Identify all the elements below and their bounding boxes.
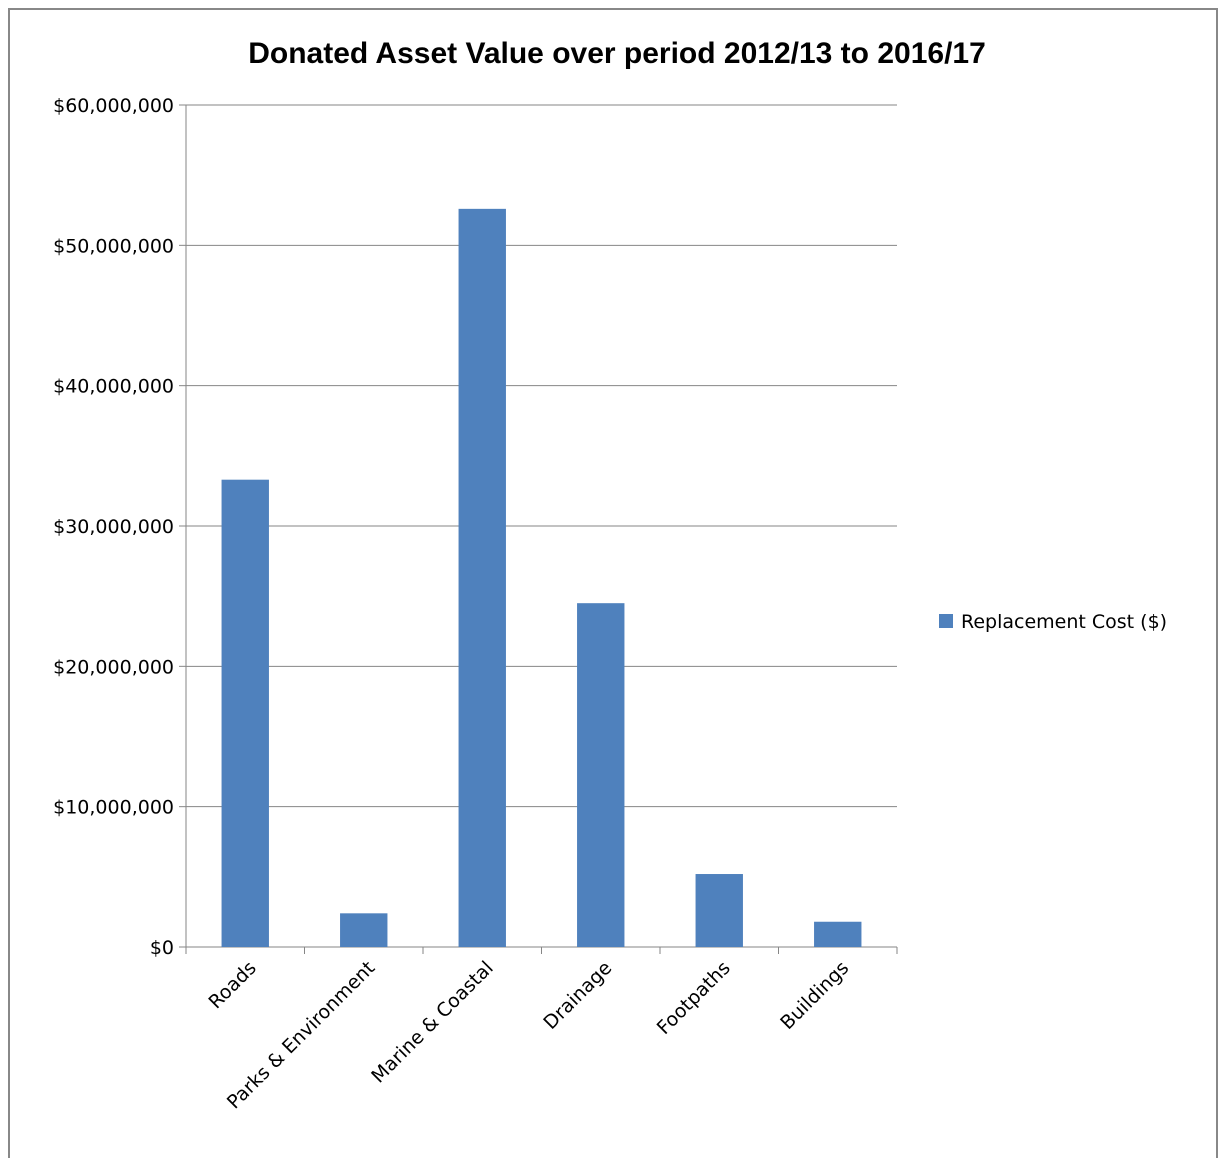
y-tick-label: $60,000,000	[53, 95, 174, 117]
x-tick-label: Buildings	[776, 957, 853, 1034]
legend-swatch	[939, 614, 953, 628]
bar	[577, 603, 625, 947]
y-tick-label: $40,000,000	[53, 376, 174, 398]
bar	[458, 208, 506, 947]
bar	[221, 479, 269, 947]
y-tick-label: $50,000,000	[53, 235, 174, 257]
y-tick-label: $20,000,000	[53, 656, 174, 678]
x-tick-label: Drainage	[539, 957, 616, 1034]
y-tick-label: $0	[150, 937, 174, 959]
legend-label: Replacement Cost ($)	[961, 611, 1167, 633]
gridlines	[186, 104, 897, 808]
x-tick-label: Footpaths	[653, 957, 735, 1039]
x-tick-label: Marine & Coastal	[367, 957, 498, 1088]
y-tick-labels: $0 $10,000,000 $20,000,000 $30,000,000 $40,0…	[53, 95, 174, 959]
axes	[179, 104, 898, 954]
y-tick-label: $30,000,000	[53, 516, 174, 538]
legend: Replacement Cost ($)	[939, 611, 1167, 633]
chart-frame	[8, 8, 1218, 1158]
bar	[814, 921, 862, 947]
y-tick-label: $10,000,000	[53, 797, 174, 819]
x-tick-label: Roads	[205, 957, 261, 1013]
chart-title: Donated Asset Value over period 2012/13 …	[248, 37, 986, 70]
bar	[695, 874, 743, 947]
bar	[340, 913, 388, 947]
bars	[221, 208, 862, 947]
